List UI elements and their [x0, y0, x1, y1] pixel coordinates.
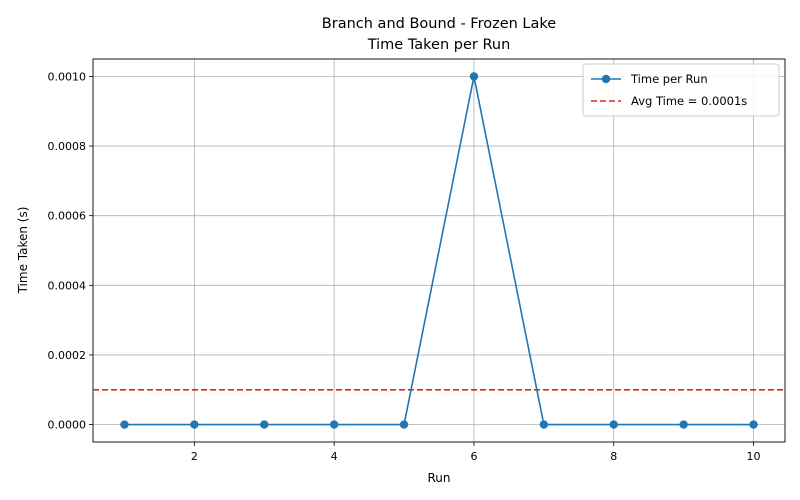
chart-subtitle: Time Taken per Run — [367, 37, 511, 53]
data-point — [190, 420, 199, 429]
data-point — [260, 420, 269, 429]
data-point — [120, 420, 129, 429]
x-tick-label: 10 — [747, 450, 761, 463]
y-tick-label: 0.0010 — [48, 70, 87, 83]
data-point — [679, 420, 688, 429]
data-point — [749, 420, 758, 429]
y-tick-label: 0.0008 — [48, 140, 87, 153]
x-tick-label: 8 — [610, 450, 617, 463]
chart-title: Branch and Bound - Frozen Lake — [322, 16, 556, 32]
data-point — [399, 420, 409, 429]
plot-area: 2 4 6 8 10 0.0000 0.0002 0.0004 0.0006 0.0008 0.00… — [48, 58, 786, 463]
x-tick-label: 4 — [331, 450, 338, 463]
x-tick-label: 2 — [191, 450, 198, 463]
y-axis-label: Time Taken (s) — [16, 207, 30, 295]
x-tick-label: 6 — [470, 450, 477, 463]
series-line — [124, 76, 754, 426]
y-tick-label: 0.0002 — [48, 349, 87, 362]
legend-series-label: Time per Run — [630, 72, 708, 86]
data-point — [329, 420, 339, 429]
data-point — [539, 420, 549, 429]
y-tick-label: 0.0006 — [48, 210, 87, 223]
data-point — [469, 72, 479, 81]
x-axis-label: Run — [427, 471, 450, 485]
plot-frame — [92, 58, 786, 443]
legend-series-marker — [601, 74, 611, 84]
y-tick-label: 0.0004 — [48, 279, 87, 292]
legend-box — [582, 63, 780, 117]
data-point — [609, 420, 618, 429]
legend-avg-label: Avg Time = 0.0001s — [631, 94, 747, 108]
y-tick-label: 0.0000 — [48, 419, 87, 432]
legend: Time per Run Avg Time = 0.0001s — [582, 63, 780, 117]
